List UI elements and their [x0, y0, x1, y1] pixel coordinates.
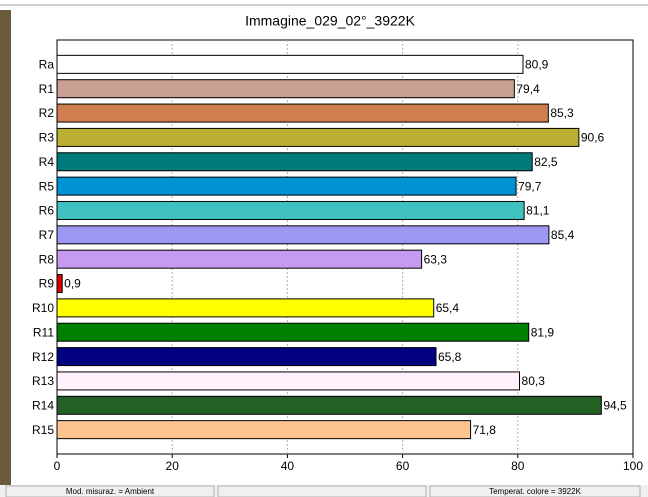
y-tick-label: R14	[32, 398, 54, 412]
value-label: 79,7	[518, 179, 542, 193]
y-tick-label: R7	[39, 228, 55, 242]
bar	[56, 347, 437, 367]
y-tick-label: R15	[32, 423, 54, 437]
value-label: 71,8	[473, 423, 497, 437]
bar	[56, 176, 517, 196]
value-label: 63,3	[424, 252, 448, 266]
status-field	[429, 485, 641, 497]
y-tick-label: Ra	[39, 58, 55, 72]
y-tick-label: R6	[39, 204, 55, 218]
x-tick-label: 20	[166, 459, 180, 473]
y-tick-label: R9	[39, 277, 55, 291]
status-field	[5, 485, 215, 497]
y-tick-label: R3	[39, 131, 55, 145]
value-label: 81,9	[531, 325, 555, 339]
status-field	[217, 485, 427, 497]
status-right: Temperat. colore = 3922K	[489, 487, 581, 496]
value-label: 90,6	[581, 131, 605, 145]
y-tick-label: R13	[32, 374, 54, 388]
value-label: 85,4	[551, 228, 575, 242]
side-image-strip	[0, 10, 11, 485]
bar	[56, 420, 472, 440]
chart-title: Immagine_029_02°_3922K	[245, 13, 416, 29]
bar	[56, 127, 580, 147]
value-label: 85,3	[550, 106, 574, 120]
bar	[56, 225, 550, 245]
y-tick-label: R8	[39, 252, 55, 266]
bar	[56, 54, 524, 74]
value-label: 82,5	[534, 155, 558, 169]
x-tick-label: 0	[54, 459, 61, 473]
y-tick-label: R12	[32, 350, 54, 364]
x-tick-label: 100	[623, 459, 643, 473]
y-tick-label: R5	[39, 179, 55, 193]
bar	[56, 200, 525, 220]
value-label: 80,3	[522, 374, 546, 388]
value-label: 80,9	[525, 58, 549, 72]
bar	[56, 249, 423, 269]
bar	[56, 371, 521, 391]
value-label: 65,4	[436, 301, 460, 315]
status-left: Mod. misuraz. = Ambient	[66, 487, 155, 496]
bar	[56, 79, 515, 99]
y-tick-label: R2	[39, 106, 55, 120]
status-bar	[0, 485, 648, 497]
bar	[56, 274, 63, 294]
value-label: 94,5	[603, 398, 627, 412]
x-tick-label: 80	[511, 459, 525, 473]
value-label: 81,1	[526, 204, 550, 218]
x-tick-label: 40	[281, 459, 295, 473]
y-tick-label: R11	[33, 325, 54, 339]
bar	[56, 152, 533, 172]
y-tick-label: R4	[39, 155, 55, 169]
bar	[56, 298, 435, 318]
plot-area	[56, 39, 634, 455]
value-label: 65,8	[438, 350, 462, 364]
value-label: 0,9	[64, 277, 81, 291]
x-tick-label: 60	[396, 459, 410, 473]
y-tick-label: R1	[39, 82, 55, 96]
bar	[56, 395, 602, 415]
bar	[56, 322, 530, 342]
bar	[56, 103, 549, 123]
value-label: 79,4	[516, 82, 540, 96]
y-tick-label: R10	[32, 301, 54, 315]
